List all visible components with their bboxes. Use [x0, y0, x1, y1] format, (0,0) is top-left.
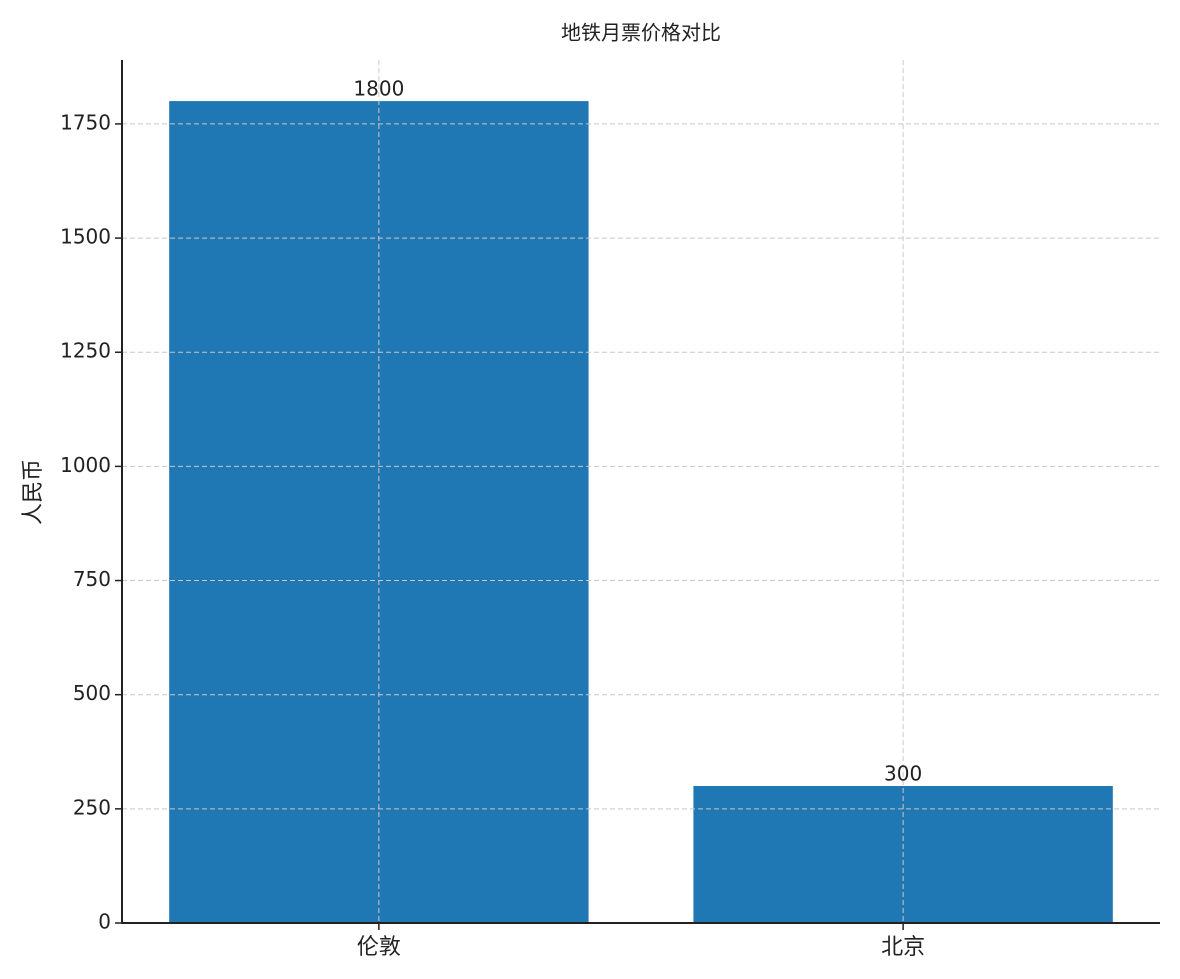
y-tick-label: 750: [73, 567, 111, 591]
y-tick-label: 1000: [60, 453, 111, 477]
x-tick-label: 北京: [881, 935, 925, 960]
y-tick-label: 250: [73, 795, 111, 819]
y-tick-label: 500: [73, 681, 111, 705]
x-tick-label: 伦敦: [357, 935, 401, 960]
chart-title: 地铁月票价格对比: [561, 21, 721, 45]
y-tick-label: 0: [98, 910, 111, 934]
data-label: 1800: [353, 77, 404, 101]
y-axis-label: 人民币: [21, 459, 46, 525]
data-label: 300: [884, 762, 922, 786]
y-tick-label: 1250: [60, 339, 111, 363]
y-tick-label: 1750: [60, 110, 111, 134]
y-tick-label: 1500: [60, 225, 111, 249]
